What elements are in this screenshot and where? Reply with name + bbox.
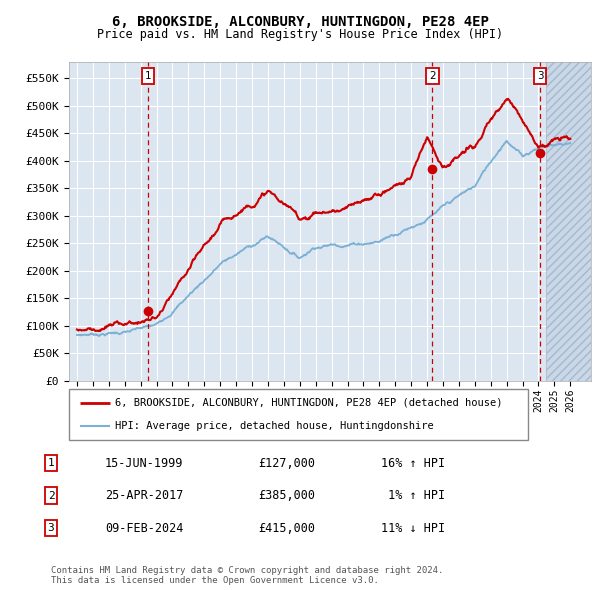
Text: 25-APR-2017: 25-APR-2017 <box>105 489 184 502</box>
Text: 3: 3 <box>537 71 544 81</box>
Bar <box>547 51 594 381</box>
Text: 1% ↑ HPI: 1% ↑ HPI <box>381 489 445 502</box>
Bar <box>547 51 594 381</box>
Text: Price paid vs. HM Land Registry's House Price Index (HPI): Price paid vs. HM Land Registry's House … <box>97 28 503 41</box>
Text: 2: 2 <box>429 71 436 81</box>
Text: 6, BROOKSIDE, ALCONBURY, HUNTINGDON, PE28 4EP: 6, BROOKSIDE, ALCONBURY, HUNTINGDON, PE2… <box>112 15 488 30</box>
Text: 15-JUN-1999: 15-JUN-1999 <box>105 457 184 470</box>
Text: £415,000: £415,000 <box>258 522 315 535</box>
Text: 3: 3 <box>47 523 55 533</box>
Text: 1: 1 <box>145 71 151 81</box>
Text: £385,000: £385,000 <box>258 489 315 502</box>
Text: Contains HM Land Registry data © Crown copyright and database right 2024.
This d: Contains HM Land Registry data © Crown c… <box>51 566 443 585</box>
Text: 09-FEB-2024: 09-FEB-2024 <box>105 522 184 535</box>
Text: HPI: Average price, detached house, Huntingdonshire: HPI: Average price, detached house, Hunt… <box>115 421 434 431</box>
Text: £127,000: £127,000 <box>258 457 315 470</box>
Text: 2: 2 <box>47 491 55 500</box>
Text: 16% ↑ HPI: 16% ↑ HPI <box>381 457 445 470</box>
Text: 1: 1 <box>47 458 55 468</box>
Text: 6, BROOKSIDE, ALCONBURY, HUNTINGDON, PE28 4EP (detached house): 6, BROOKSIDE, ALCONBURY, HUNTINGDON, PE2… <box>115 398 502 408</box>
Text: 11% ↓ HPI: 11% ↓ HPI <box>381 522 445 535</box>
FancyBboxPatch shape <box>69 389 528 440</box>
